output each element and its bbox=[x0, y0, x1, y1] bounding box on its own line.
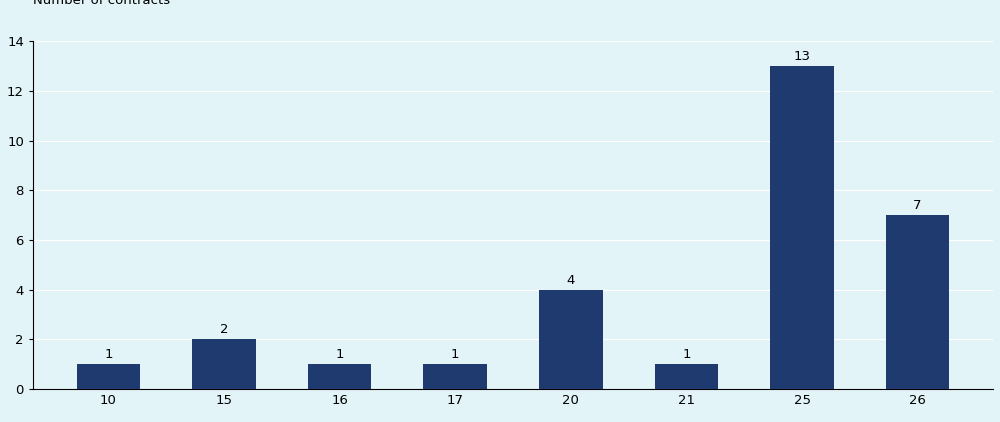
Text: 2: 2 bbox=[220, 323, 228, 336]
Text: 1: 1 bbox=[682, 348, 691, 361]
Bar bbox=[655, 364, 718, 389]
Bar bbox=[77, 364, 140, 389]
Text: 7: 7 bbox=[913, 199, 922, 212]
Text: 1: 1 bbox=[104, 348, 113, 361]
Bar bbox=[308, 364, 371, 389]
Bar bbox=[770, 66, 834, 389]
Bar bbox=[886, 215, 949, 389]
Bar bbox=[192, 339, 256, 389]
Text: Number of contracts: Number of contracts bbox=[33, 0, 170, 7]
Bar bbox=[423, 364, 487, 389]
Bar bbox=[539, 289, 603, 389]
Text: 1: 1 bbox=[335, 348, 344, 361]
Text: 4: 4 bbox=[567, 273, 575, 287]
Text: 13: 13 bbox=[794, 50, 811, 63]
Text: 1: 1 bbox=[451, 348, 459, 361]
